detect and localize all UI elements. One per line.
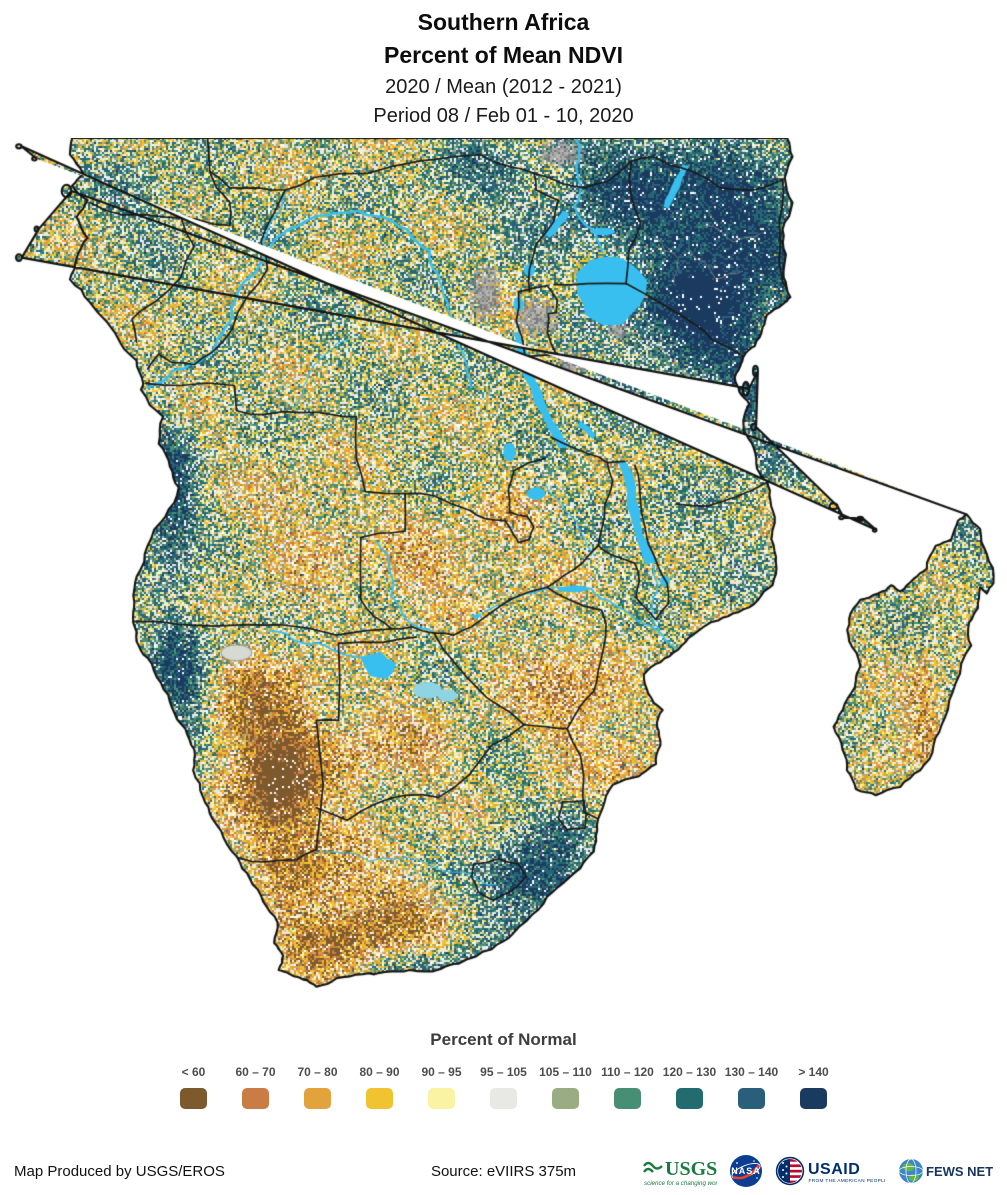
map-subtitle-period: Period 08 / Feb 01 - 10, 2020	[373, 104, 634, 127]
source-text: Source: eVIIRS 375m	[430, 1162, 577, 1180]
legend-label: 110 – 120	[601, 1065, 654, 1079]
legend-item: 90 – 95	[415, 1065, 469, 1109]
legend-item: 60 – 70	[229, 1065, 283, 1109]
legend-swatch	[180, 1088, 207, 1109]
legend-label: 90 – 95	[421, 1065, 462, 1079]
fewsnet-wordmark: FEWS NET	[926, 1164, 993, 1179]
usgs-tagline: science for a changing world	[644, 1180, 717, 1187]
legend: Percent of Normal < 60 60 – 70 70 – 80 8…	[0, 1030, 1007, 1109]
map-subtitle-years: 2020 / Mean (2012 - 2021)	[385, 75, 622, 98]
legend-swatch	[676, 1088, 703, 1109]
legend-label: 80 – 90	[359, 1065, 400, 1079]
legend-item: 110 – 120	[601, 1065, 655, 1109]
legend-label: 60 – 70	[235, 1065, 276, 1079]
usaid-logo: USAID FROM THE AMERICAN PEOPLE	[775, 1156, 886, 1186]
legend-swatch	[366, 1088, 393, 1109]
legend-item: 130 – 140	[725, 1065, 779, 1109]
legend-swatch	[490, 1088, 517, 1109]
legend-label: 130 – 140	[724, 1065, 779, 1079]
legend-label: < 60	[181, 1065, 206, 1079]
usaid-tagline: FROM THE AMERICAN PEOPLE	[809, 1178, 886, 1184]
legend-item: 120 – 130	[663, 1065, 717, 1109]
produced-by-text: Map Produced by USGS/EROS	[14, 1162, 225, 1180]
map-title-line2: Percent of Mean NDVI	[384, 42, 623, 69]
legend-swatch	[614, 1088, 641, 1109]
legend-item: 70 – 80	[291, 1065, 345, 1109]
usgs-logo: USGS science for a changing world	[643, 1158, 717, 1187]
legend-swatch	[738, 1088, 765, 1109]
legend-label: 95 – 105	[480, 1065, 527, 1079]
usaid-wordmark: USAID	[808, 1161, 860, 1178]
legend-swatch	[242, 1088, 269, 1109]
usgs-wordmark: USGS	[665, 1158, 717, 1180]
legend-label: > 140	[798, 1065, 829, 1079]
legend-swatch	[800, 1088, 827, 1109]
legend-item: 95 – 105	[477, 1065, 531, 1109]
nasa-wordmark: NASA	[731, 1166, 761, 1176]
legend-label: 70 – 80	[297, 1065, 338, 1079]
map-title-line1: Southern Africa	[417, 9, 590, 35]
legend-swatch	[552, 1088, 579, 1109]
legend-label: 120 – 130	[662, 1065, 717, 1079]
legend-swatch	[304, 1088, 331, 1109]
legend-item: 80 – 90	[353, 1065, 407, 1109]
ndvi-map-canvas	[0, 138, 1007, 1020]
legend-item: < 60	[167, 1065, 221, 1109]
legend-label: 105 – 110	[539, 1065, 592, 1079]
legend-row: < 60 60 – 70 70 – 80 80 – 90 90 – 95 95 …	[167, 1065, 841, 1109]
map-header: Southern Africa Percent of Mean NDVI 202…	[0, 6, 1007, 131]
nasa-logo: NASA	[730, 1155, 762, 1187]
legend-item: 105 – 110	[539, 1065, 593, 1109]
logo-strip: USGS science for a changing world NASA	[641, 1154, 993, 1188]
fewsnet-logo: FEWS NET	[898, 1158, 993, 1184]
legend-item: > 140	[787, 1065, 841, 1109]
legend-swatch	[428, 1088, 455, 1109]
legend-title: Percent of Normal	[430, 1030, 577, 1049]
map-footer: Map Produced by USGS/EROS Source: eVIIRS…	[0, 1150, 1007, 1192]
